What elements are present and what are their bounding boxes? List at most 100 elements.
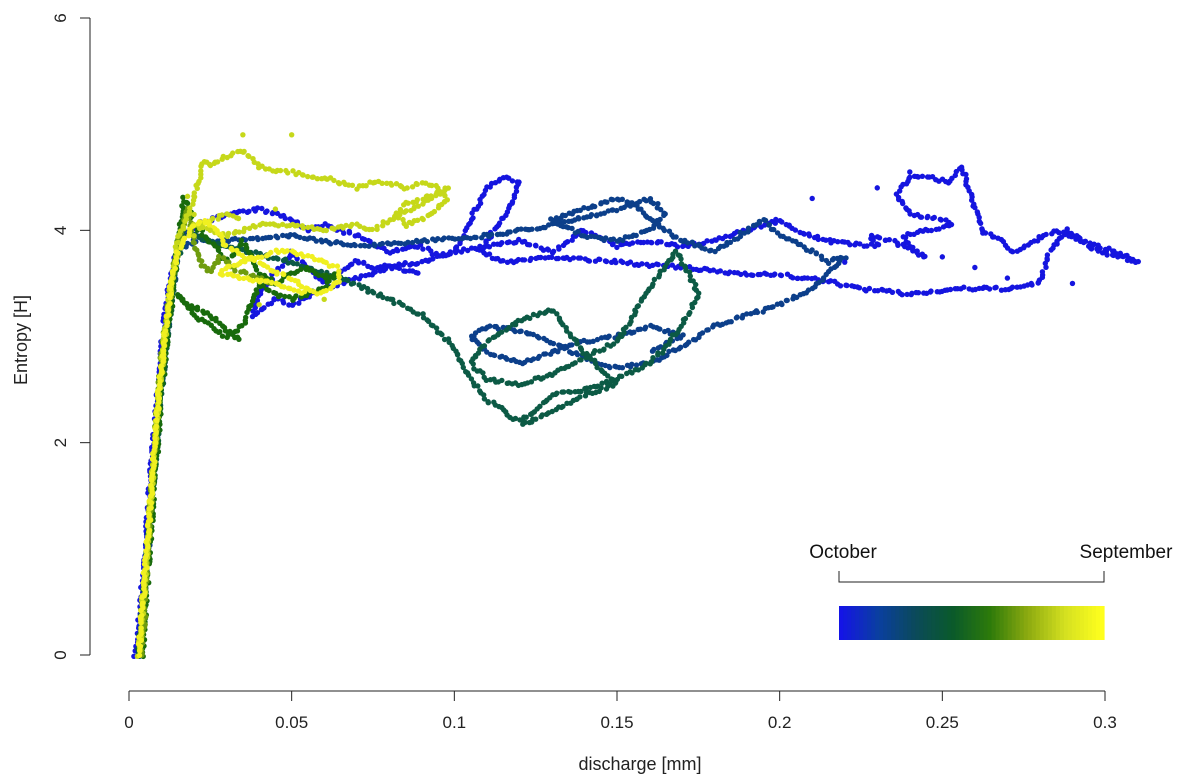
data-point <box>225 238 232 245</box>
data-point <box>321 296 327 303</box>
data-point <box>229 247 236 253</box>
data-point <box>249 298 256 304</box>
data-point <box>155 404 161 410</box>
x-tick-label: 0.2 <box>768 713 792 732</box>
data-point <box>296 300 302 306</box>
data-point <box>947 286 954 293</box>
data-point <box>907 169 913 175</box>
legend-color-swatch <box>1047 606 1053 640</box>
legend-color-swatch <box>1031 606 1037 640</box>
data-point <box>590 338 596 344</box>
data-point <box>272 206 279 212</box>
data-point <box>184 240 191 247</box>
data-point <box>806 231 812 237</box>
data-point <box>499 215 505 222</box>
data-point <box>837 283 844 289</box>
legend-color-swatch <box>971 606 977 640</box>
data-point <box>797 229 803 236</box>
data-point <box>620 259 626 266</box>
data-point <box>187 205 193 211</box>
data-point <box>316 272 322 279</box>
data-point <box>586 258 593 264</box>
data-point <box>673 234 679 240</box>
data-point <box>538 245 544 251</box>
legend-color-swatch <box>1023 606 1029 640</box>
data-point <box>1095 242 1101 248</box>
data-point <box>298 266 304 272</box>
data-point <box>919 173 926 179</box>
legend-color-swatch <box>979 606 985 640</box>
data-point <box>979 226 985 232</box>
legend-color-swatch <box>847 606 852 640</box>
data-point <box>712 248 718 255</box>
data-point <box>577 255 584 261</box>
data-point <box>240 228 247 235</box>
x-tick-label: 0.3 <box>1093 713 1117 732</box>
data-point <box>655 261 661 268</box>
data-point <box>907 174 913 180</box>
data-point <box>556 246 562 252</box>
legend-color-swatch <box>987 606 993 640</box>
data-point <box>491 241 497 247</box>
data-point <box>995 235 1001 241</box>
data-point <box>678 261 685 267</box>
data-point <box>380 223 386 229</box>
data-point <box>655 345 662 351</box>
data-point <box>976 218 982 224</box>
y-tick-label: 0 <box>51 650 70 659</box>
data-point <box>468 245 475 251</box>
data-point <box>488 231 495 238</box>
data-point <box>391 300 397 307</box>
data-point <box>636 198 643 205</box>
data-point <box>844 282 850 289</box>
data-point <box>264 264 271 270</box>
data-point <box>760 309 766 315</box>
data-point <box>207 227 214 234</box>
data-point <box>1066 233 1072 239</box>
data-point <box>405 239 411 245</box>
data-point <box>280 232 286 239</box>
data-point <box>911 173 918 179</box>
data-point <box>523 414 529 420</box>
data-point <box>709 238 715 244</box>
data-point <box>190 201 196 207</box>
data-point <box>882 237 889 243</box>
data-point <box>638 229 645 235</box>
data-point <box>352 258 358 264</box>
data-point <box>852 242 858 248</box>
data-point <box>173 249 179 255</box>
data-point <box>340 242 347 248</box>
data-point <box>1061 229 1067 235</box>
data-point <box>331 177 337 184</box>
data-point <box>554 390 560 396</box>
data-point <box>543 411 550 417</box>
data-point <box>658 206 664 213</box>
data-point <box>146 527 153 534</box>
data-point <box>603 258 610 265</box>
data-point <box>290 297 296 303</box>
data-point <box>500 258 506 264</box>
data-point <box>268 300 275 307</box>
data-point <box>414 181 420 187</box>
data-point <box>601 210 607 216</box>
data-point <box>415 270 421 276</box>
data-point <box>624 362 631 368</box>
legend-color-swatch <box>1067 606 1073 640</box>
legend-color-swatch <box>1095 606 1101 640</box>
data-point <box>290 168 296 174</box>
data-point <box>771 226 777 233</box>
data-point <box>554 311 560 317</box>
legend-end-label: September <box>1080 542 1174 563</box>
data-point <box>727 233 733 240</box>
legend-color-swatch <box>911 606 916 640</box>
data-point <box>988 231 994 237</box>
data-point <box>737 229 743 236</box>
data-point <box>651 276 658 283</box>
y-axis-title: Entropy [H] <box>11 295 31 385</box>
data-point <box>481 396 488 402</box>
legend-color-swatch <box>935 606 940 640</box>
data-point <box>238 241 245 248</box>
data-point <box>900 200 906 207</box>
data-point <box>875 288 881 294</box>
data-point <box>402 268 409 274</box>
